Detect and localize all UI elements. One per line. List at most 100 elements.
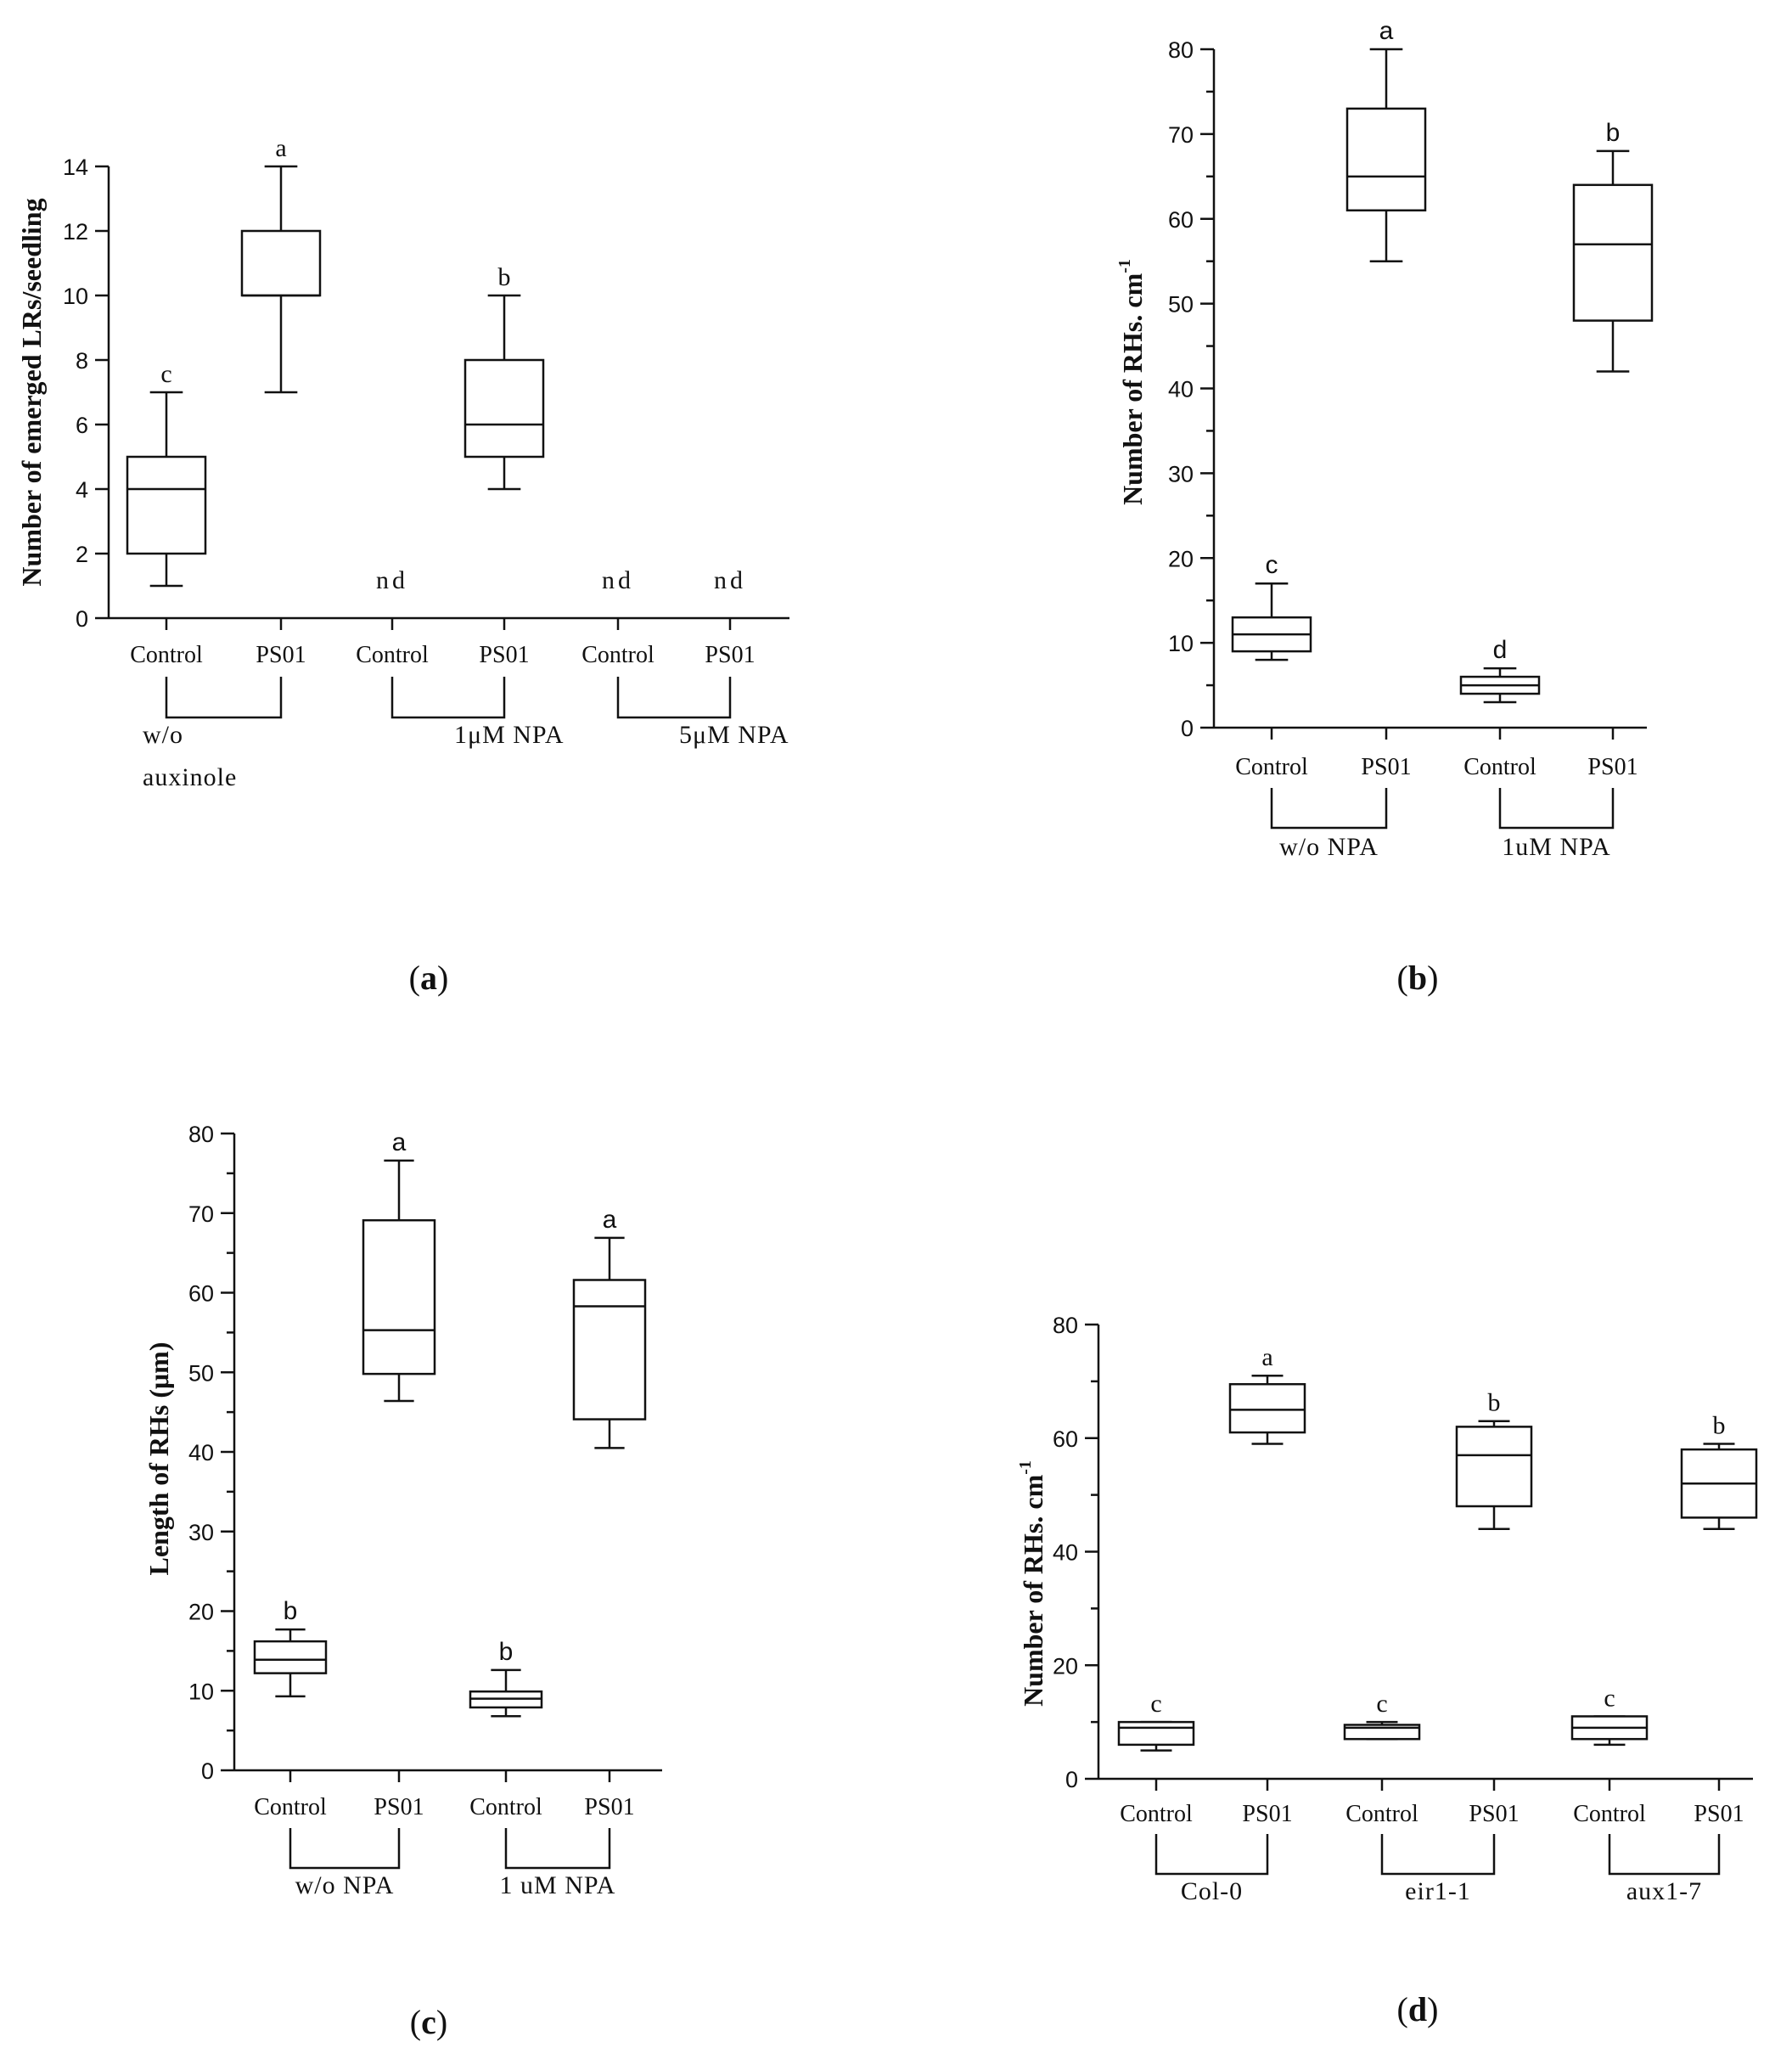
- y-tick-label: 0: [1065, 1767, 1078, 1792]
- group-label: Col-0: [1181, 1877, 1243, 1905]
- significance-letter: b: [1606, 119, 1621, 147]
- significance-letter: a: [1379, 17, 1394, 45]
- x-tick-label: Control: [1463, 754, 1536, 780]
- x-tick-label: PS01: [584, 1794, 634, 1820]
- y-axis-label: Number of RHs. cm-1: [1115, 259, 1148, 505]
- y-tick-label: 70: [1168, 122, 1194, 148]
- panel-label-letter: c: [421, 2003, 436, 2041]
- group-label: 1uM NPA: [1502, 833, 1610, 861]
- panel-label-open: (: [410, 2003, 421, 2041]
- group-bracket: [616, 677, 732, 719]
- significance-letter: d: [1493, 636, 1508, 664]
- group-bracket: [504, 1828, 611, 1870]
- chart-c: 0 10 20 30 40 50 60 70 80 Control PS01 Control PS01 w…: [143, 1122, 662, 2041]
- chart-b: 0 10 20 30 40 50 60 70 80 Control PS01 Control PS01 w…: [1115, 17, 1654, 997]
- panel-label-open: (: [1397, 959, 1408, 997]
- significance-letter: c: [1604, 1684, 1615, 1712]
- panel-label-letter: a: [420, 959, 437, 997]
- group-label: 1 uM NPA: [500, 1871, 616, 1899]
- x-tick-label: PS01: [374, 1794, 424, 1820]
- x-tick-label: Control: [581, 642, 654, 668]
- panel-label-close: ): [436, 2003, 447, 2041]
- x-tick-label: Control: [469, 1794, 542, 1820]
- panel-label-close: ): [1427, 959, 1438, 997]
- y-tick-label: 40: [1053, 1540, 1078, 1566]
- y-tick-label: 0: [1181, 716, 1194, 741]
- significance-letter: c: [1150, 1690, 1161, 1718]
- x-tick-label: Control: [254, 1794, 327, 1820]
- box-iqr: [1572, 183, 1654, 322]
- group-bracket: [1154, 1834, 1269, 1876]
- chart-d: 0 20 40 60 80 Control PS01 Control PS01 Control PS…: [1016, 1313, 1758, 2028]
- box-iqr: [1455, 1426, 1533, 1508]
- significance-letter: a: [603, 1206, 617, 1234]
- y-tick-label: 30: [188, 1520, 214, 1545]
- group-label: w/o NPA: [1279, 833, 1379, 861]
- y-tick-label: 80: [188, 1122, 214, 1147]
- x-tick-label: PS01: [1694, 1801, 1744, 1827]
- box-iqr: [126, 455, 207, 555]
- y-axis-label-text: Number of RHs. cm: [1117, 273, 1148, 505]
- x-tick-label: Control: [1235, 754, 1308, 780]
- y-tick-label: 14: [63, 155, 88, 180]
- group-label: w/o: [143, 721, 183, 749]
- y-tick-label: 50: [188, 1360, 214, 1386]
- not-detected-label: nd: [714, 566, 746, 594]
- y-axis-label: Length of RHs (μm): [143, 1342, 174, 1575]
- significance-letter: b: [284, 1597, 298, 1625]
- panel-label-letter: d: [1408, 1990, 1427, 2028]
- y-axis-label: Number of emerged LRs/seedling: [16, 198, 47, 586]
- box-iqr: [463, 358, 545, 458]
- significance-letter: b: [1488, 1389, 1501, 1417]
- significance-letter: a: [392, 1128, 407, 1156]
- y-axis-label-text: Number of RHs. cm: [1018, 1474, 1048, 1707]
- y-tick-label: 20: [1053, 1653, 1078, 1679]
- x-tick-label: Control: [130, 642, 203, 668]
- group-bracket: [1270, 788, 1388, 830]
- box-iqr: [362, 1218, 436, 1375]
- group-label: aux1-7: [1626, 1877, 1702, 1905]
- significance-letter: c: [1266, 551, 1278, 579]
- chart-a: 0 2 4 6 8 10 12 14 Control PS01 Control PS01 Control…: [16, 134, 789, 997]
- box-iqr: [240, 229, 322, 297]
- significance-letter: b: [498, 263, 511, 291]
- x-tick-label: PS01: [1242, 1801, 1292, 1827]
- y-tick-label: 20: [1168, 546, 1194, 571]
- x-tick-label: PS01: [479, 642, 529, 668]
- group-bracket: [165, 677, 283, 719]
- y-tick-label: 40: [188, 1440, 214, 1465]
- group-label: auxinole: [143, 763, 237, 791]
- y-tick-label: 70: [188, 1201, 214, 1227]
- y-tick-label: 80: [1168, 37, 1194, 63]
- y-tick-label: 2: [76, 542, 88, 567]
- not-detected-label: nd: [602, 566, 634, 594]
- y-tick-label: 8: [76, 348, 88, 374]
- panel-label: (b): [1397, 959, 1439, 997]
- y-tick-label: 40: [1168, 377, 1194, 402]
- box-iqr: [253, 1640, 328, 1674]
- group-bracket: [1498, 788, 1615, 830]
- group-bracket: [289, 1828, 401, 1870]
- y-tick-label: 12: [63, 219, 88, 245]
- x-tick-label: Control: [1345, 1801, 1418, 1827]
- not-detected-label: nd: [376, 566, 408, 594]
- panel-label-close: ): [437, 959, 448, 997]
- box-iqr: [1345, 107, 1427, 212]
- group-label: eir1-1: [1405, 1877, 1471, 1905]
- significance-letter: b: [1713, 1411, 1726, 1439]
- y-tick-label: 0: [76, 606, 88, 632]
- y-axis-label: Number of RHs. cm-1: [1016, 1460, 1048, 1707]
- y-tick-label: 6: [76, 413, 88, 438]
- group-label: 5μM NPA: [679, 721, 789, 749]
- group-bracket: [1608, 1834, 1721, 1876]
- y-axis-label-text: Length of RHs (μm): [143, 1342, 174, 1575]
- x-tick-label: PS01: [256, 642, 306, 668]
- x-tick-label: Control: [1120, 1801, 1193, 1827]
- panel-label-open: (: [409, 959, 420, 997]
- significance-letter: a: [275, 134, 286, 162]
- y-tick-label: 10: [63, 284, 88, 309]
- y-tick-label: 60: [1053, 1426, 1078, 1452]
- y-tick-label: 60: [1168, 207, 1194, 233]
- panel-label-close: ): [1427, 1990, 1438, 2028]
- group-bracket: [390, 677, 506, 719]
